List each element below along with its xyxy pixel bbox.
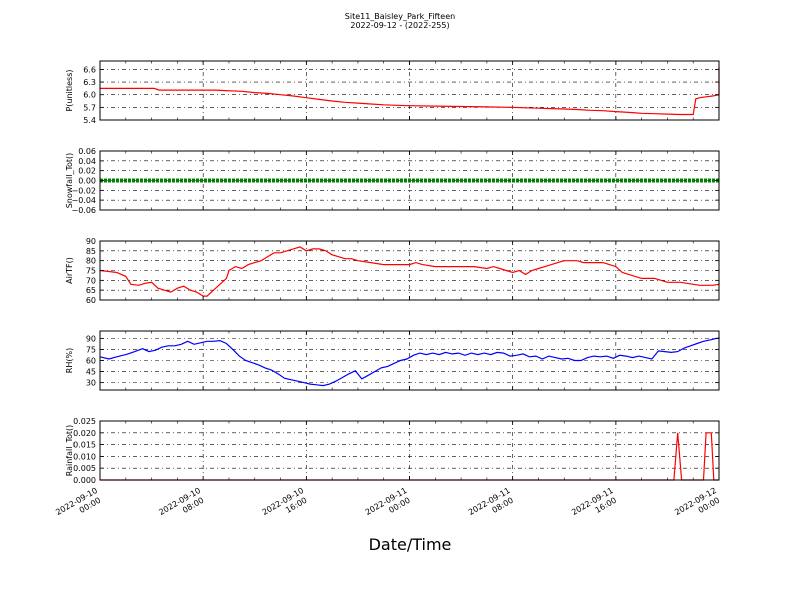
y-axis-label: Snowfall_Tot() (65, 153, 74, 209)
x-axis: 2022-09-1000:00 2022-09-1008:00 2022-09-10… (54, 486, 723, 526)
y-tick-label: 0.020 (73, 429, 96, 438)
x-tick-label: 2022-09-1200:00 (673, 486, 723, 526)
x-tick-label: 2022-09-1000:00 (54, 486, 104, 526)
y-tick-label: 75 (86, 345, 96, 354)
panel-4: 30 45 60 75 90 RH(%) (65, 330, 720, 391)
y-tick-label: 0.06 (78, 147, 96, 156)
y-tick-label: 0.000 (73, 476, 96, 485)
panel-2: −0.06−0.04−0.020.000.020.040.06 Snowfall_… (65, 147, 720, 215)
y-tick-label: 0.010 (73, 452, 96, 461)
y-tick-label: 70 (86, 276, 96, 285)
series-line-1 (100, 67, 720, 116)
x-axis-label: Date/Time (369, 535, 452, 554)
y-tick-label: 6.6 (83, 65, 96, 74)
chart-subtitle: 2022-09-12 - (2022-255) (350, 21, 449, 30)
panels: 5.4 5.7 6.0 6.3 6.6 P(unitless) −0.06−0.04−0.0… (65, 60, 720, 485)
y-axis-label: AirTF() (65, 257, 74, 284)
y-tick-label: 65 (86, 286, 96, 295)
y-tick-label: 0.025 (73, 417, 96, 426)
x-tick-label: 2022-09-1008:00 (157, 486, 207, 526)
panel-1: 5.4 5.7 6.0 6.3 6.6 P(unitless) (65, 60, 720, 125)
y-tick-label: 5.4 (83, 116, 96, 125)
y-tick-label: 5.7 (83, 103, 96, 112)
y-tick-label: −0.06 (71, 206, 96, 215)
y-tick-label: 6.0 (83, 91, 96, 100)
y-axis-label: P(unitless) (65, 69, 74, 111)
y-tick-label: 80 (86, 257, 96, 266)
x-tick-label: 2022-09-1016:00 (261, 486, 311, 526)
panel-5: 0.000 0.005 0.010 0.015 0.020 0.025Rainfall_T… (65, 417, 720, 485)
x-tick-label: 2022-09-1100:00 (364, 486, 414, 526)
y-tick-label: 0.04 (78, 157, 96, 166)
y-tick-label: 60 (86, 357, 96, 366)
y-tick-label: −0.04 (71, 196, 96, 205)
y-tick-label: 0.015 (73, 441, 96, 450)
y-tick-label: 0.005 (73, 464, 96, 473)
y-tick-label: 30 (86, 379, 96, 388)
series-line-4 (99, 336, 720, 387)
y-tick-label: 0.02 (78, 167, 96, 176)
x-tick-label: 2022-09-1108:00 (467, 486, 517, 526)
y-tick-label: 0.00 (78, 177, 96, 186)
y-tick-label: 6.3 (83, 78, 96, 87)
y-tick-label: 75 (86, 267, 96, 276)
y-axis-label: RH(%) (65, 348, 74, 373)
y-tick-label: 85 (86, 247, 96, 256)
y-tick-label: −0.02 (71, 186, 96, 195)
y-axis-label: Rainfall_Tot() (65, 425, 74, 477)
y-tick-label: 45 (86, 368, 96, 377)
x-tick-label: 2022-09-1116:00 (570, 486, 620, 526)
y-tick-label: 90 (86, 334, 96, 343)
y-tick-label: 60 (86, 296, 96, 305)
chart-title: Site11_Baisley_Park_Fifteen (345, 12, 455, 21)
series-line-3 (99, 246, 720, 297)
y-tick-label: 90 (86, 237, 96, 246)
